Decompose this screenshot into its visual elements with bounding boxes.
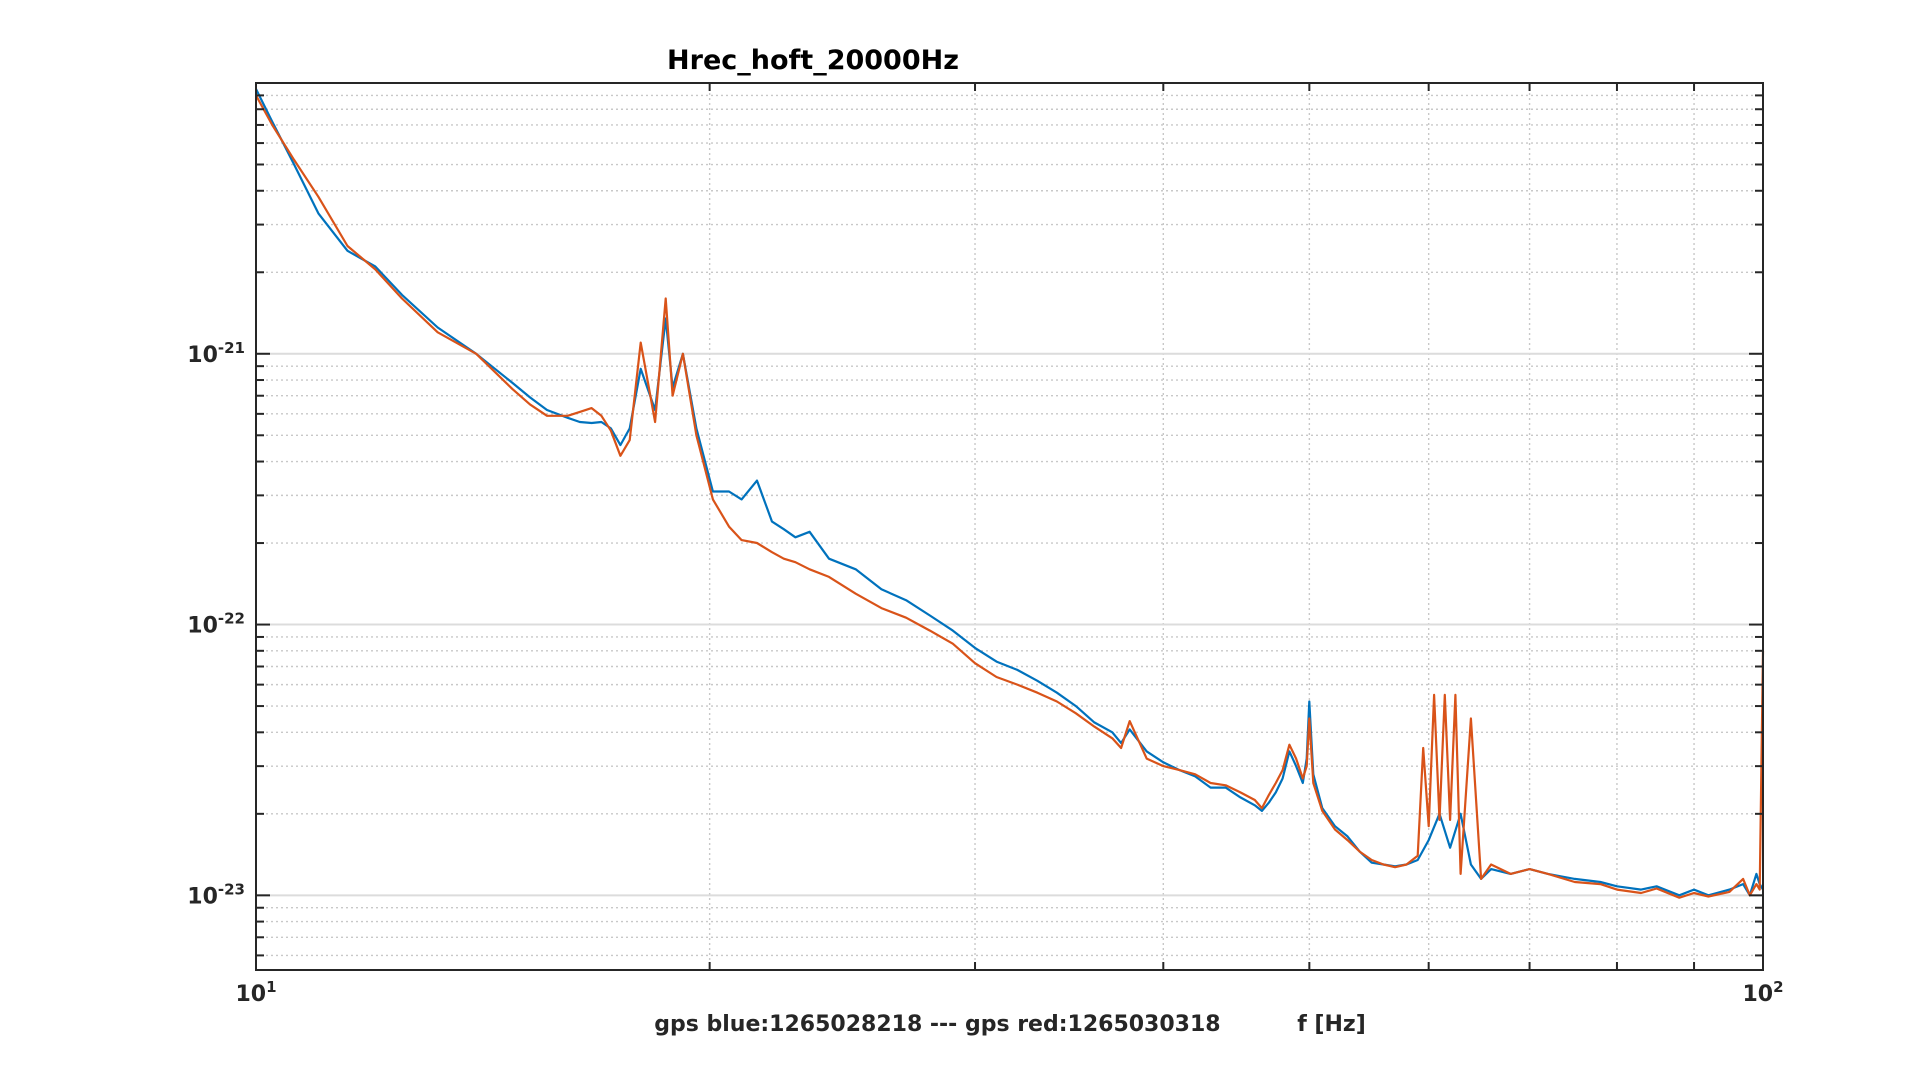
grid [255,83,1763,970]
series-red-line [255,94,1765,899]
y-tick-label: 10-21 [187,339,245,368]
series-layer [255,88,1765,899]
x-axis-label: gps blue:1265028218 --- gps red:12650303… [654,1012,1366,1037]
chart-title: Hrec_hoft_20000Hz [667,45,959,76]
axis-ticks: 101 102 10-21 10-22 10-23 [187,83,1784,1007]
series-blue-line [255,88,1764,897]
x-tick-label: 102 [1742,978,1783,1007]
x-tick-label: 101 [235,978,276,1007]
y-tick-label: 10-22 [187,610,245,639]
axes-box [255,82,1764,971]
y-tick-label: 10-23 [187,880,245,909]
